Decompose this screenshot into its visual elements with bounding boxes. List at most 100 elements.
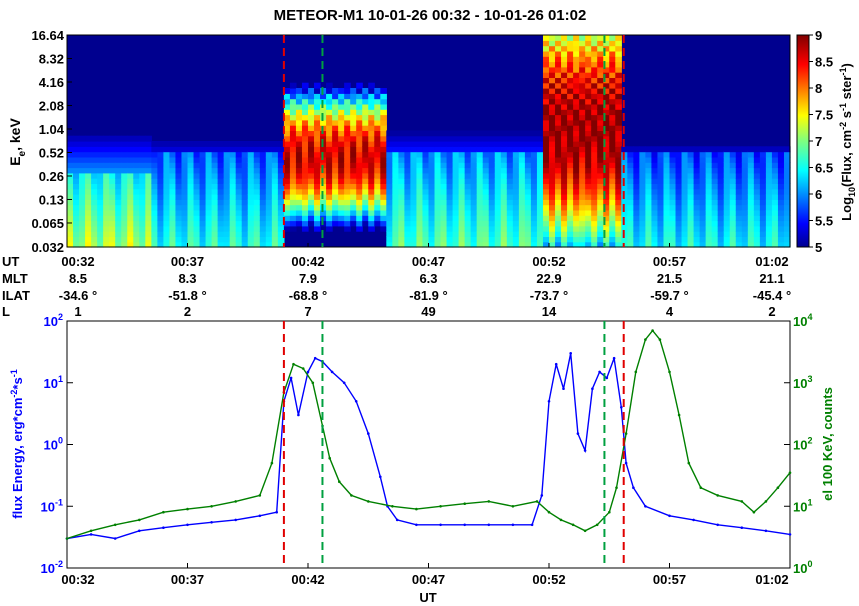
spectrogram-cell	[277, 156, 285, 163]
spectrogram-cell	[91, 220, 98, 227]
spectrogram-cell	[350, 93, 357, 100]
spectrogram-cell	[512, 241, 520, 248]
spectrogram-cell	[494, 215, 502, 222]
spectrogram-cell	[151, 241, 158, 248]
spectrogram-cell	[705, 194, 713, 200]
spectrogram-cell	[289, 183, 297, 190]
spectrogram-cell	[308, 156, 315, 163]
colorbar-tick-label: 9	[815, 28, 822, 43]
spectrogram-cell	[603, 194, 610, 200]
spectrogram-cell	[699, 199, 707, 206]
spectrogram-cell	[555, 162, 562, 169]
spectrogram-cell	[500, 199, 508, 206]
spectrogram-cell	[452, 241, 460, 248]
spectrogram-cell	[711, 209, 719, 216]
spectrogram-cell	[476, 199, 484, 206]
spectrogram-cell	[392, 236, 399, 243]
spectrogram-cell	[308, 125, 315, 131]
spectrogram-cell	[476, 225, 484, 232]
spectrogram-cell	[609, 204, 616, 211]
spectrogram-cell	[669, 204, 677, 211]
spectrogram-cell	[561, 135, 568, 142]
series-point	[113, 537, 117, 540]
spectrogram-cell	[181, 146, 189, 153]
spectrogram-cell	[446, 215, 454, 222]
series-point	[415, 523, 418, 527]
spectrogram-cell	[446, 146, 454, 153]
spectrogram-cell	[549, 61, 556, 68]
spectrogram-cell	[181, 178, 189, 184]
spectrogram-cell	[585, 119, 592, 126]
spectrogram-cell	[85, 199, 92, 206]
spectrogram-cell	[645, 209, 653, 216]
spectrogram-cell	[567, 215, 574, 222]
spectrogram-cell	[79, 199, 86, 206]
spectrogram-cell	[223, 188, 231, 195]
spectrogram-cell	[542, 82, 550, 89]
spectrogram-cell	[368, 130, 375, 137]
spectrogram-cell	[301, 172, 309, 179]
left-tick-base: 10	[41, 499, 55, 514]
spectrogram-cell	[741, 241, 749, 248]
series-point	[540, 494, 544, 497]
spectrogram-cell	[259, 215, 267, 222]
spectrogram-cell	[145, 141, 152, 147]
spectrogram-cell	[404, 199, 412, 206]
series-point	[258, 514, 262, 518]
spectrogram-cell	[332, 220, 339, 227]
spectrogram-cell	[368, 119, 375, 126]
spectrogram-cell	[573, 194, 580, 200]
spectrogram-cell	[386, 220, 393, 227]
spectrogram-cell	[97, 220, 104, 227]
spectrogram-cell	[434, 172, 442, 179]
spectrogram-cell	[73, 188, 80, 195]
spectrogram-cell	[398, 204, 406, 211]
orbit-cell: -81.9 °	[409, 288, 447, 303]
spectrogram-cell	[157, 236, 165, 243]
spectrogram-cell	[350, 125, 357, 131]
spectrogram-cell	[723, 194, 731, 200]
spectrogram-cell	[169, 236, 177, 243]
spectrogram-cell	[783, 204, 791, 211]
spectrogram-cell	[452, 167, 460, 174]
spectrogram-cell	[735, 167, 743, 174]
spectrogram-cell	[555, 199, 562, 206]
spectrogram-cell	[603, 231, 610, 237]
spectrogram-cell	[181, 151, 189, 158]
spectrogram-cell	[488, 194, 496, 200]
spectrogram-cell	[326, 209, 333, 216]
spectrogram-cell	[669, 199, 677, 206]
spectrogram-cell	[633, 156, 640, 163]
spectrogram-cell	[314, 167, 321, 174]
spectrogram-cell	[717, 146, 725, 153]
spectrogram-cell	[428, 156, 436, 163]
spectrogram-cell	[603, 188, 610, 195]
spectrogram-cell	[295, 88, 303, 94]
spectrogram-cell	[235, 172, 243, 179]
spectrogram-cell	[223, 236, 231, 243]
orbit-cell: -73.7 °	[530, 288, 568, 303]
series-point	[162, 510, 165, 514]
spectrogram-cell	[518, 178, 526, 184]
spectrogram-cell	[169, 241, 177, 248]
series-point	[612, 356, 616, 360]
spectrogram-cell	[133, 220, 140, 227]
spectrogram-cell	[73, 156, 80, 163]
spectrogram-cell	[259, 225, 267, 232]
spectrogram-cell	[699, 162, 707, 169]
spectrogram-cell	[350, 204, 357, 211]
spectrogram-cell	[163, 231, 171, 237]
spectrogram-cell	[97, 225, 104, 232]
spectrogram-cell	[265, 156, 273, 163]
spectrogram-cell	[139, 146, 146, 153]
spectrogram-cell	[229, 151, 237, 158]
spectrogram-cell	[362, 88, 369, 94]
spectrogram-cell	[187, 151, 195, 158]
spectrogram-cell	[428, 172, 436, 179]
spectrogram-cell	[295, 167, 303, 174]
spectrogram-cell	[542, 77, 550, 84]
spectrogram-cell	[536, 130, 544, 137]
spectrogram-cell	[253, 141, 261, 147]
spectrogram-cell	[187, 141, 195, 147]
spectrogram-cell	[404, 135, 412, 142]
